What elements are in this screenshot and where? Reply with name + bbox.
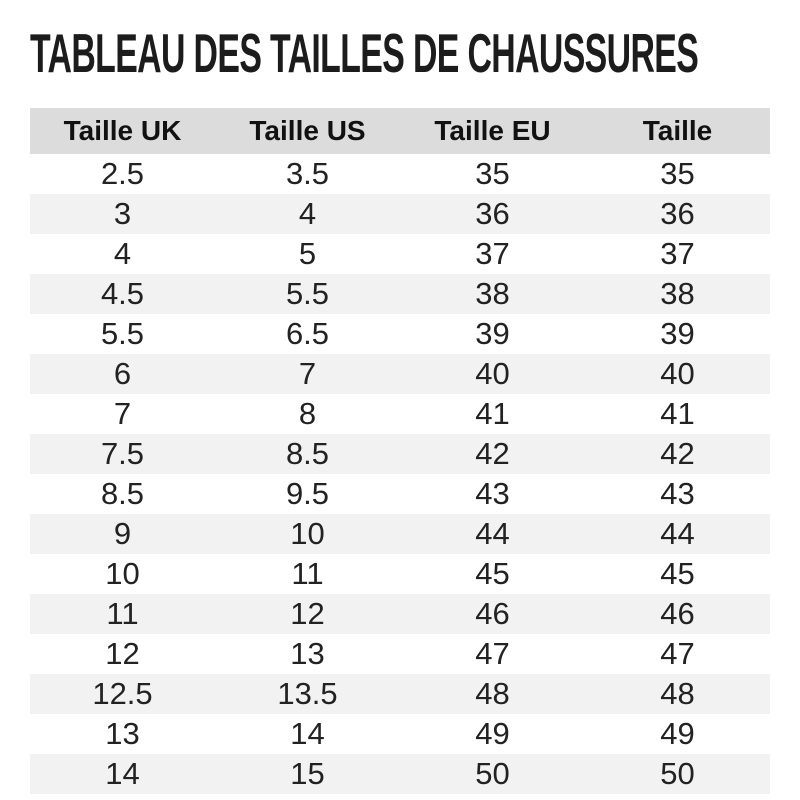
table-row: 12 13 47 47: [30, 634, 770, 674]
table-row: 8.5 9.5 43 43: [30, 474, 770, 514]
table-cell: 46: [660, 596, 695, 631]
table-cell: 37: [660, 236, 695, 271]
table-cell: 11: [291, 556, 324, 591]
table-cell: 50: [660, 756, 695, 791]
table-cell: 5.5: [100, 316, 145, 351]
table-cell: 6.5: [285, 316, 330, 351]
table-cell: 38: [475, 276, 510, 311]
column-header: Taille US: [215, 108, 400, 154]
table-row: 6 7 40 40: [30, 354, 770, 394]
table-cell: 41: [475, 396, 510, 431]
table-cell: 4: [298, 196, 317, 231]
table-head: Taille UK Taille US Taille EU Taille: [30, 108, 770, 154]
table-cell: 5: [298, 236, 317, 271]
table-cell: 14: [105, 756, 140, 791]
table-cell: 49: [660, 716, 695, 751]
table-cell: 2.5: [100, 156, 145, 191]
table-cell: 38: [660, 276, 695, 311]
table-row: 7.5 8.5 42 42: [30, 434, 770, 474]
table-cell: 49: [475, 716, 510, 751]
table-row: 3 4 36 36: [30, 194, 770, 234]
table-cell: 12: [290, 596, 325, 631]
table-cell: 15: [290, 756, 325, 791]
table-cell: 4.5: [100, 276, 145, 311]
table-cell: 6: [113, 356, 132, 391]
table-cell: 7.5: [100, 436, 145, 471]
table-cell: 42: [660, 436, 695, 471]
table-cell: 12: [105, 636, 140, 671]
table-cell: 37: [475, 236, 510, 271]
table-cell: 48: [475, 676, 510, 711]
table-row: 7 8 41 41: [30, 394, 770, 434]
table-body: 2.5 3.5 35 35 3 4 36 36 4 5 37 37 4.5 5.5 38 38 5.5 6.5 39…: [30, 154, 770, 794]
table-row: 2.5 3.5 35 35: [30, 154, 770, 194]
table-cell: 10: [105, 556, 140, 591]
table-cell: 8.5: [285, 436, 330, 471]
column-header: Taille: [585, 108, 770, 154]
table-row: 9 10 44 44: [30, 514, 770, 554]
shoe-size-table: Taille UK Taille US Taille EU Taille 2.5 3.5…: [30, 108, 770, 794]
table-cell: 39: [660, 316, 695, 351]
table-cell: 9: [113, 516, 132, 551]
table-cell: 47: [660, 636, 695, 671]
table-cell: 45: [475, 556, 510, 591]
table-cell: 13: [290, 636, 325, 671]
table-cell: 48: [660, 676, 695, 711]
table-cell: 35: [660, 156, 695, 191]
table-cell: 14: [290, 716, 325, 751]
table-cell: 40: [660, 356, 695, 391]
table-row: 10 11 45 45: [30, 554, 770, 594]
table-row: 13 14 49 49: [30, 714, 770, 754]
table-header-row: Taille UK Taille US Taille EU Taille: [30, 108, 770, 154]
table-cell: 13.5: [277, 676, 338, 711]
table-row: 4.5 5.5 38 38: [30, 274, 770, 314]
table-row: 12.5 13.5 48 48: [30, 674, 770, 714]
table-cell: 5.5: [285, 276, 330, 311]
table-cell: 12.5: [92, 676, 153, 711]
table-cell: 9.5: [285, 476, 330, 511]
page-title: TABLEAU DES TAILLES DE CHAUSSURES: [30, 26, 770, 81]
table-cell: 36: [475, 196, 510, 231]
table-cell: 44: [660, 516, 695, 551]
table-cell: 7: [113, 396, 132, 431]
table-cell: 8.5: [100, 476, 145, 511]
table-cell: 43: [475, 476, 510, 511]
page: TABLEAU DES TAILLES DE CHAUSSURES Taille…: [0, 26, 800, 794]
table-row: 11 12 46 46: [30, 594, 770, 634]
table-cell: 35: [475, 156, 510, 191]
table-cell: 43: [660, 476, 695, 511]
table-cell: 11: [106, 596, 139, 631]
table-row: 14 15 50 50: [30, 754, 770, 794]
table-cell: 36: [660, 196, 695, 231]
table-cell: 40: [475, 356, 510, 391]
table-cell: 47: [475, 636, 510, 671]
column-header: Taille EU: [400, 108, 585, 154]
table-cell: 41: [660, 396, 695, 431]
table-cell: 50: [475, 756, 510, 791]
table-cell: 44: [475, 516, 510, 551]
table-row: 4 5 37 37: [30, 234, 770, 274]
table-cell: 7: [298, 356, 317, 391]
table-cell: 45: [660, 556, 695, 591]
column-header: Taille UK: [30, 108, 215, 154]
page-title-text: TABLEAU DES TAILLES DE CHAUSSURES: [30, 22, 699, 84]
table-cell: 10: [290, 516, 325, 551]
table-cell: 39: [475, 316, 510, 351]
table-cell: 42: [475, 436, 510, 471]
table-cell: 3.5: [285, 156, 330, 191]
table-cell: 8: [298, 396, 317, 431]
table-cell: 3: [113, 196, 132, 231]
table-row: 5.5 6.5 39 39: [30, 314, 770, 354]
table-cell: 46: [475, 596, 510, 631]
table-cell: 13: [105, 716, 140, 751]
table-cell: 4: [113, 236, 132, 271]
